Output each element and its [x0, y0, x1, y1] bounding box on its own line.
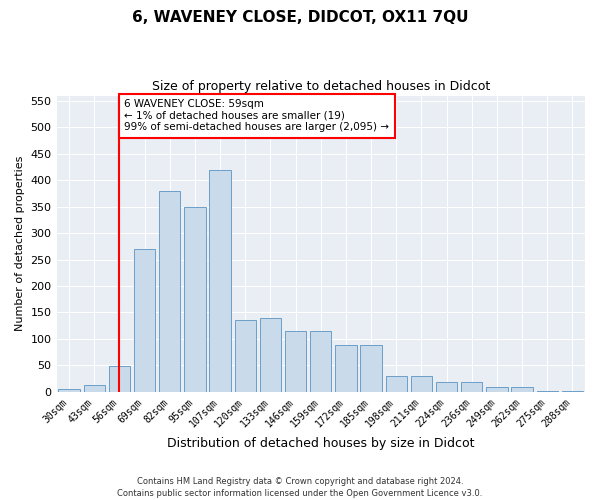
Bar [58, 389, 80, 392]
Bar [335, 346, 356, 392]
Bar [386, 376, 407, 392]
Bar [436, 382, 457, 392]
Bar [83, 386, 105, 392]
Bar [109, 366, 130, 392]
Bar [235, 320, 256, 392]
Bar [461, 382, 482, 392]
Bar [536, 391, 558, 392]
Text: Contains HM Land Registry data © Crown copyright and database right 2024.
Contai: Contains HM Land Registry data © Crown c… [118, 476, 482, 498]
Bar [361, 346, 382, 392]
X-axis label: Distribution of detached houses by size in Didcot: Distribution of detached houses by size … [167, 437, 475, 450]
Title: Size of property relative to detached houses in Didcot: Size of property relative to detached ho… [152, 80, 490, 93]
Bar [486, 386, 508, 392]
Bar [511, 386, 533, 392]
Bar [310, 331, 331, 392]
Text: 6, WAVENEY CLOSE, DIDCOT, OX11 7QU: 6, WAVENEY CLOSE, DIDCOT, OX11 7QU [132, 10, 468, 25]
Bar [285, 331, 307, 392]
Bar [184, 206, 206, 392]
Bar [209, 170, 231, 392]
Bar [159, 191, 181, 392]
Y-axis label: Number of detached properties: Number of detached properties [15, 156, 25, 332]
Bar [260, 318, 281, 392]
Bar [411, 376, 432, 392]
Text: 6 WAVENEY CLOSE: 59sqm
← 1% of detached houses are smaller (19)
99% of semi-deta: 6 WAVENEY CLOSE: 59sqm ← 1% of detached … [124, 100, 389, 132]
Bar [134, 249, 155, 392]
Bar [562, 391, 583, 392]
